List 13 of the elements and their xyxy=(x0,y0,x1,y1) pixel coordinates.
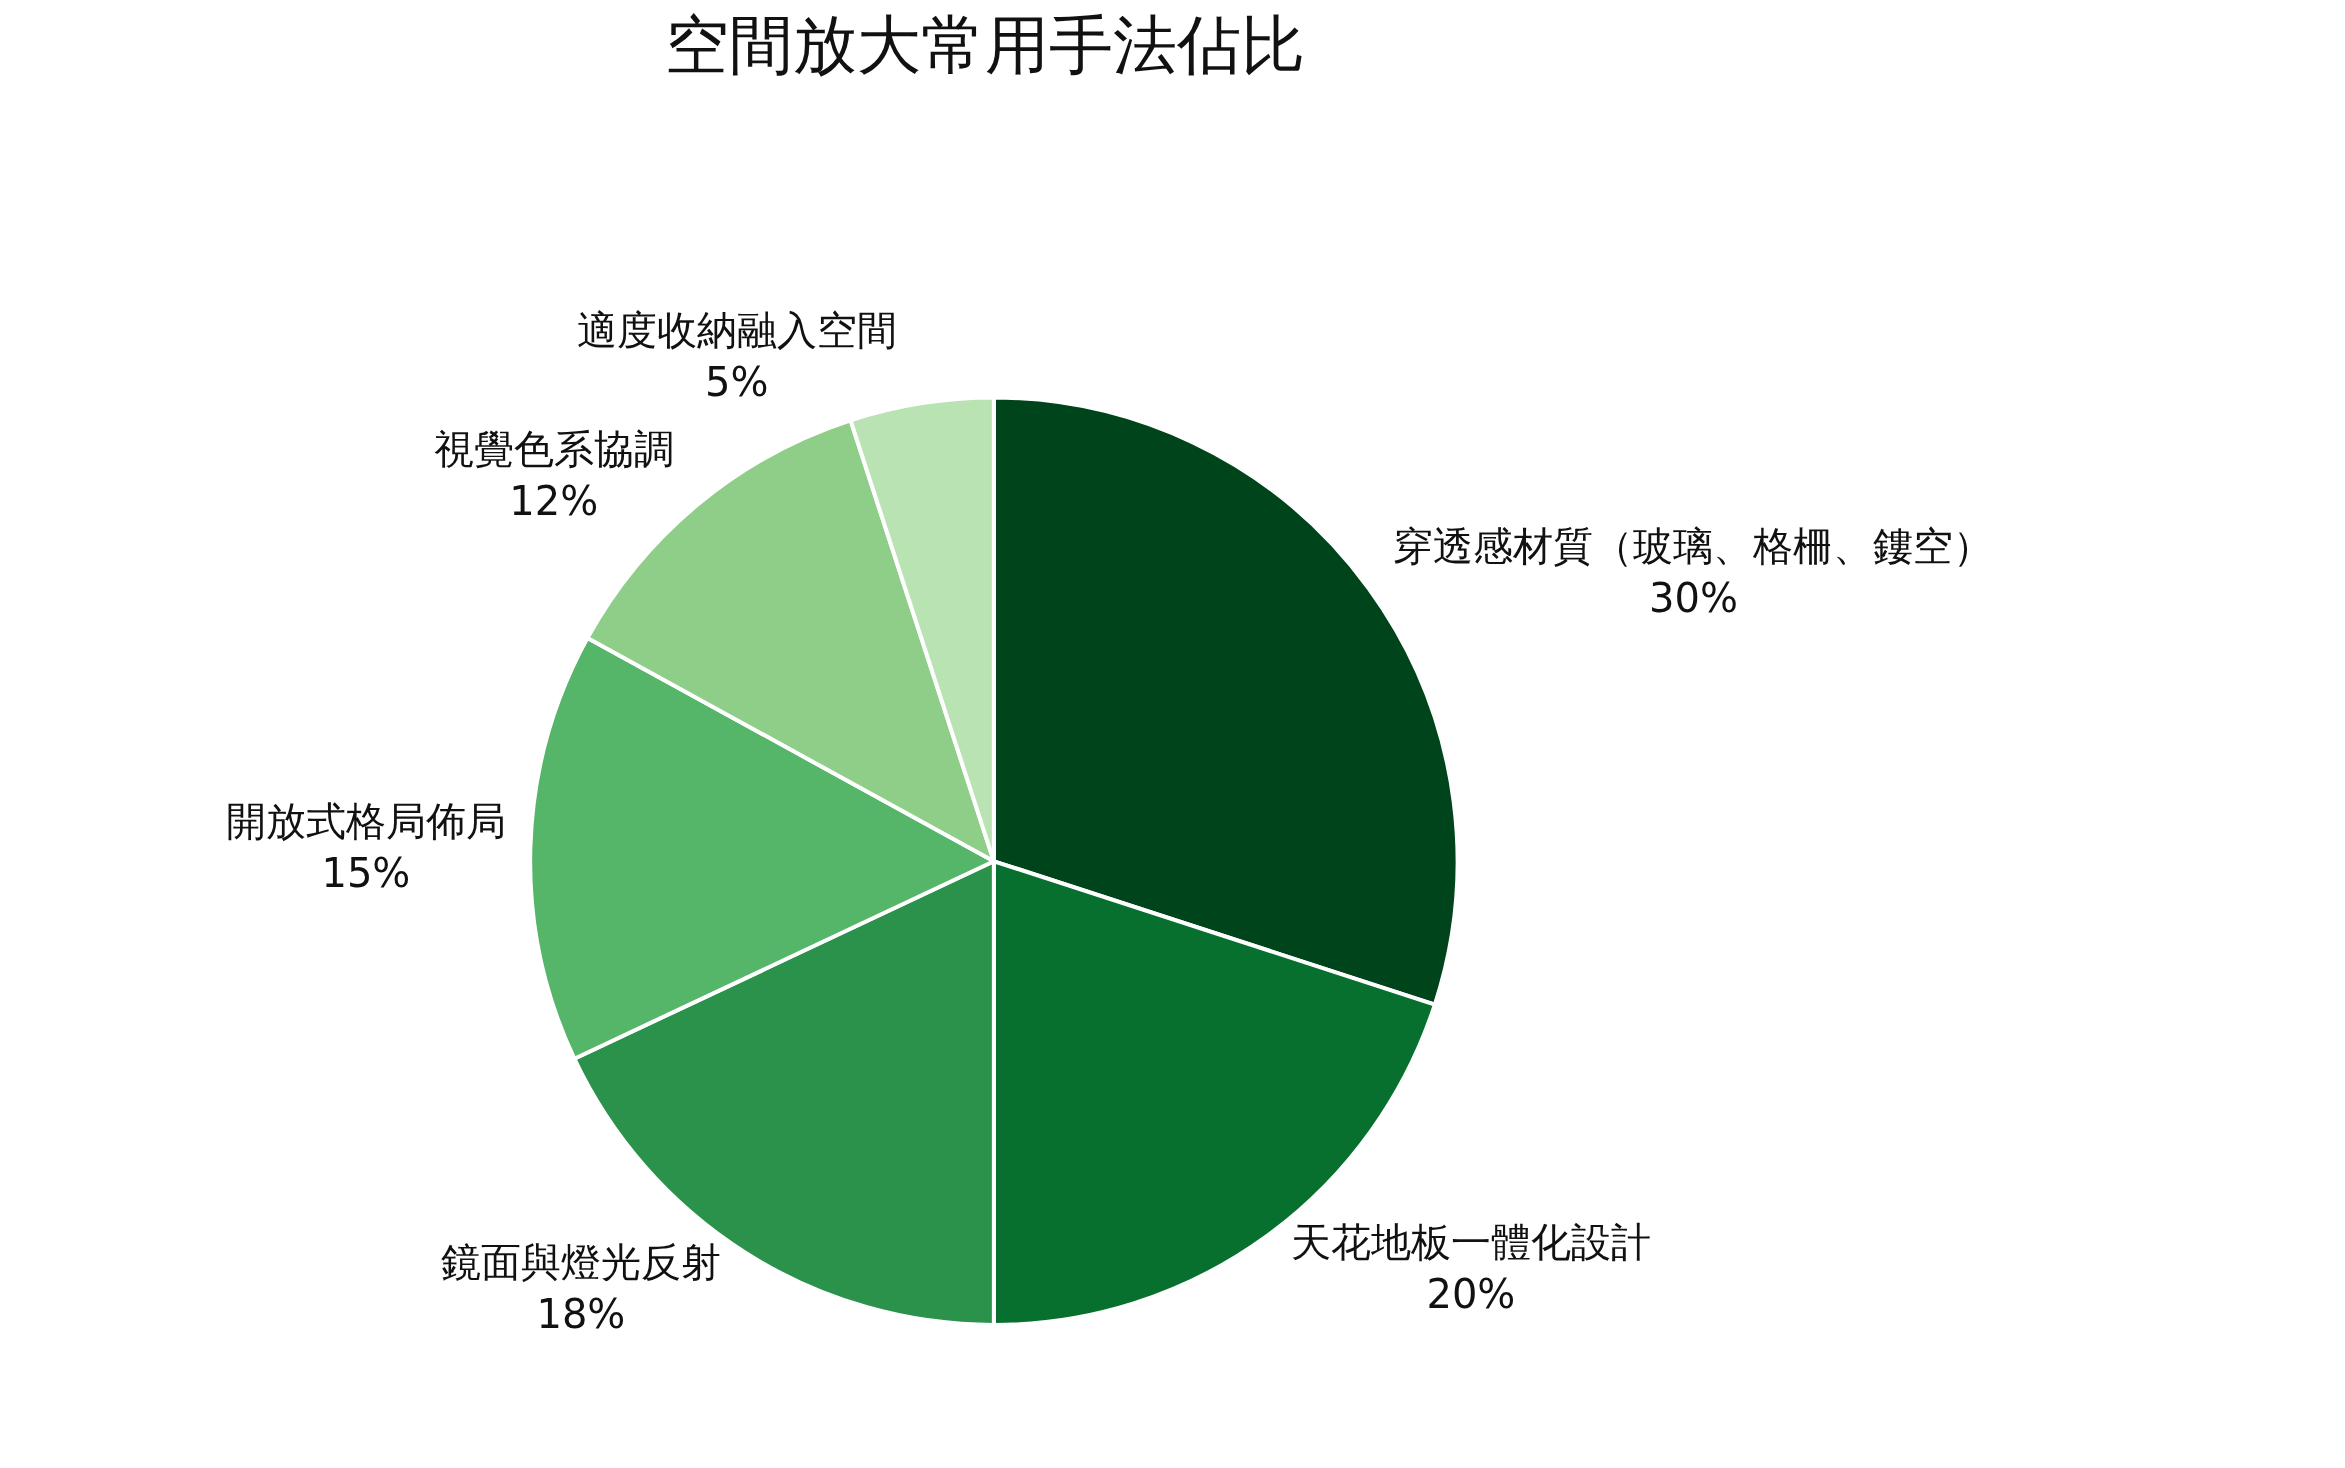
slice-label: 視覺色系協調 xyxy=(433,425,674,472)
slice-label: 天花地板一體化設計 xyxy=(1290,1219,1651,1266)
chart-title: 空間放大常用手法佔比 xyxy=(664,7,1305,82)
slice-label: 鏡面與燈光反射 xyxy=(440,1238,721,1285)
data-label: 5% xyxy=(705,358,769,405)
data-label: 30% xyxy=(1649,574,1738,621)
data-label: 18% xyxy=(536,1290,626,1337)
data-label: 12% xyxy=(509,477,599,524)
data-label: 20% xyxy=(1426,1271,1516,1318)
slice-label: 適度收納融入空間 xyxy=(576,306,897,353)
slice-label: 穿透感材質（玻璃、格柵、鏤空） xyxy=(1393,522,1994,569)
data-label: 15% xyxy=(321,849,411,896)
slice-label: 開放式格局佈局 xyxy=(225,797,506,844)
